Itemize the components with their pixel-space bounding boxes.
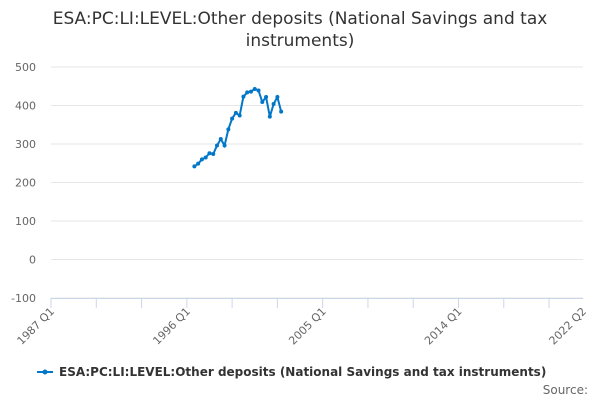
data-point	[207, 151, 212, 156]
data-point	[267, 114, 272, 119]
chart-title: ESA:PC:LI:LEVEL:Other deposits (National…	[52, 9, 548, 51]
legend-label: ESA:PC:LI:LEVEL:Other deposits (National…	[59, 365, 547, 379]
x-tick-label: 1987 Q1	[15, 305, 58, 348]
data-point	[192, 164, 197, 169]
data-point	[279, 109, 284, 114]
legend-item[interactable]: ESA:PC:LI:LEVEL:Other deposits (National…	[36, 365, 546, 379]
data-point	[245, 90, 250, 95]
data-point	[260, 100, 265, 105]
y-tick-label: 300	[15, 138, 36, 151]
data-point	[199, 157, 204, 162]
y-tick-label: -100	[11, 292, 36, 305]
y-tick-label: 100	[15, 215, 36, 228]
data-point	[215, 143, 220, 148]
data-point	[222, 143, 227, 148]
data-point	[248, 89, 253, 94]
data-point	[211, 152, 216, 157]
data-point	[196, 161, 201, 166]
data-point	[256, 88, 261, 93]
x-tick-label: 2014 Q1	[422, 305, 465, 348]
data-point	[252, 86, 257, 91]
y-tick-label: 0	[29, 254, 36, 267]
data-point	[275, 95, 280, 100]
legend-line-icon	[37, 369, 53, 375]
y-tick-label: 500	[15, 61, 36, 74]
x-tick-label: 2005 Q1	[286, 305, 329, 348]
y-tick-label: 200	[15, 177, 36, 190]
data-point	[218, 136, 223, 141]
data-point	[264, 95, 269, 100]
data-point	[233, 110, 238, 115]
data-point	[203, 155, 208, 160]
data-point	[241, 94, 246, 99]
data-point	[271, 101, 276, 106]
y-tick-label: 400	[15, 100, 36, 113]
x-tick-label: 2022 Q2	[547, 305, 590, 348]
series-line	[193, 87, 283, 168]
x-tick-label: 1996 Q1	[150, 305, 193, 348]
data-point	[226, 127, 231, 132]
data-point	[237, 113, 242, 118]
source-label: Source:	[542, 383, 588, 397]
data-point	[230, 116, 235, 121]
